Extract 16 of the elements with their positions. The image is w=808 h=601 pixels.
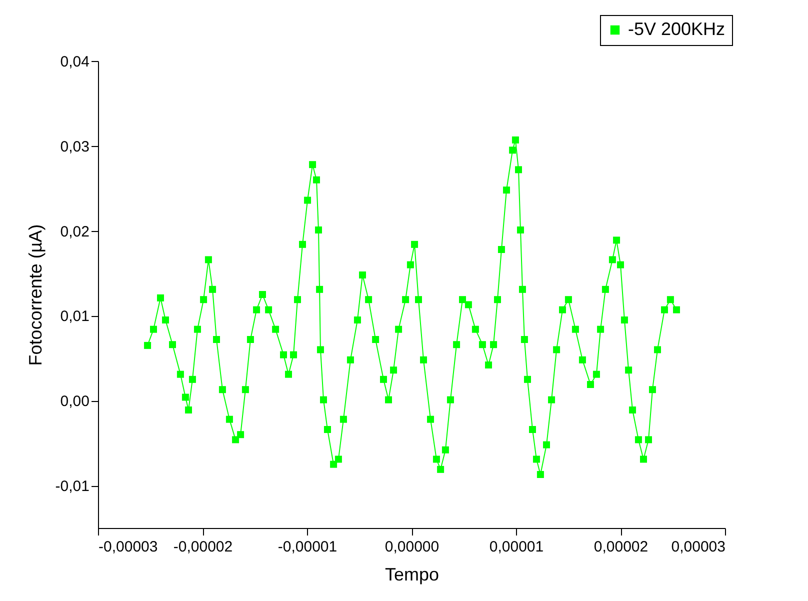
y-tick-label: -0,01 bbox=[55, 478, 90, 496]
x-tick-label: 0,00003 bbox=[671, 538, 726, 556]
y-tick-label: 0,04 bbox=[60, 54, 90, 70]
y-tick-label: 0,00 bbox=[60, 393, 90, 410]
x-axis-title: Tempo bbox=[384, 564, 440, 584]
y-tick-label: 0,01 bbox=[60, 308, 90, 326]
x-tick-label: 0,00001 bbox=[489, 538, 544, 556]
x-tick-label: -0,00002 bbox=[173, 538, 233, 556]
x-tick-label: -0,00003 bbox=[98, 538, 158, 556]
y-axis-title: Fotocorrente (µA) bbox=[25, 224, 46, 366]
y-tick-label: 0,03 bbox=[60, 138, 90, 156]
x-tick-label: -0,00001 bbox=[278, 538, 338, 556]
x-tick-label: 0,00002 bbox=[594, 538, 648, 556]
y-tick-label: 0,02 bbox=[60, 223, 90, 240]
legend-label: -5V 200KHz bbox=[628, 19, 726, 39]
x-tick-label: 0,00000 bbox=[384, 538, 440, 556]
